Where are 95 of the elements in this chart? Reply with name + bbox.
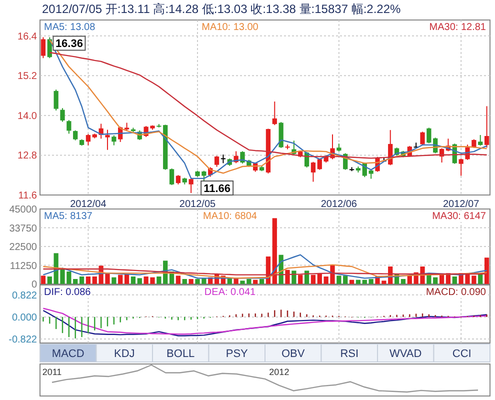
bar [73,279,78,284]
text: OBV [282,348,306,360]
candlestick [420,131,425,146]
y-tick-label: 33750 [9,223,38,234]
bar [176,276,181,284]
candlestick [484,106,490,148]
bar [259,279,264,284]
bar [182,279,187,284]
line-series [42,254,488,279]
bar [253,280,258,284]
text: CCI [452,348,472,360]
text: BOLL [166,348,195,360]
text: WVAD [390,348,422,360]
text: RSI [340,348,359,360]
bar [368,279,374,284]
candlestick [40,36,46,59]
bar [452,276,457,284]
bar [118,274,123,284]
x-tick-label: 2012/07 [442,199,480,210]
y-tick-label: 12.8 [18,150,38,162]
y-tick-label: 11250 [10,260,38,272]
candlestick [310,161,316,182]
candlestick [86,134,91,146]
bar [40,276,46,284]
candlestick [169,168,174,186]
bar [484,258,490,284]
candlestick [60,108,65,122]
series-label: MA5: 13.08 [44,22,96,33]
bar [310,274,316,284]
y-tick-label: 0.822 [12,290,38,302]
y-tick-label: 0.000 [12,312,38,324]
text: DEA: 0.041 [204,287,256,298]
y-tick-label: 11.6 [18,190,38,202]
text: MA10: 13.00 [202,22,259,33]
x-tick-label: 2012/04 [70,199,107,210]
bar [47,276,52,284]
bar [407,276,412,284]
bar [112,277,116,284]
candlestick [188,177,194,194]
bar [92,276,97,284]
candlestick [214,155,220,168]
bar [478,274,483,284]
bar [356,280,361,284]
y-tick-label: -0.822 [8,334,38,346]
candlestick [54,89,58,111]
bar [130,276,136,284]
text: KDJ [114,348,135,360]
bar [343,276,348,284]
bar [86,276,91,284]
bar [439,274,444,284]
x-tick-label: 2011 [42,367,62,377]
annotation: 16.36 [55,38,83,50]
bar [433,277,438,284]
candlestick [105,129,110,150]
bar [272,218,277,284]
text: PSY [226,348,249,360]
text: MA5: 8137 [44,211,93,222]
bar [137,278,142,284]
y-tick-label: 15.2 [18,71,38,82]
candlestick [176,174,181,185]
text: MA30: 12.81 [429,22,486,33]
candlestick [478,134,483,146]
bar [362,280,367,284]
line-series [42,264,488,279]
text: MA10: 6804 [203,211,258,222]
candlestick [272,101,277,126]
bar [124,274,130,284]
bar [317,273,322,284]
candlestick [458,158,464,176]
candlestick [73,130,78,141]
series-label: MACD: 0.090 [426,287,486,298]
candlestick [112,134,116,146]
bar [156,276,162,284]
y-tick-label: 45000 [9,204,38,216]
text: MACD [52,348,84,360]
bar [298,274,303,284]
bar [188,279,194,284]
y-tick-label: 16.4 [18,31,38,42]
y-tick-label: 14.0 [18,110,38,122]
y-tick-label: 0 [31,280,38,290]
text: MA30: 6147 [432,211,486,222]
series-label: DIF: 0.086 [44,287,92,298]
candlestick [66,120,72,134]
bar [79,276,84,284]
bar [349,280,354,284]
x-tick-label: 2012/05 [179,199,216,210]
candlestick [426,127,432,144]
annotation: 11.66 [204,183,231,195]
x-tick-label: 2012/06 [320,199,358,210]
y-tick-label: 22500 [9,242,38,253]
chart-title: 2012/07/05 开:13.11 高:14.28 低:13.03 收:13.38 量:15837 幅:2.22% [42,2,402,16]
bar [285,270,290,284]
bar [336,276,342,284]
bar [400,279,406,284]
x-tick-label: 2012 [269,367,290,377]
